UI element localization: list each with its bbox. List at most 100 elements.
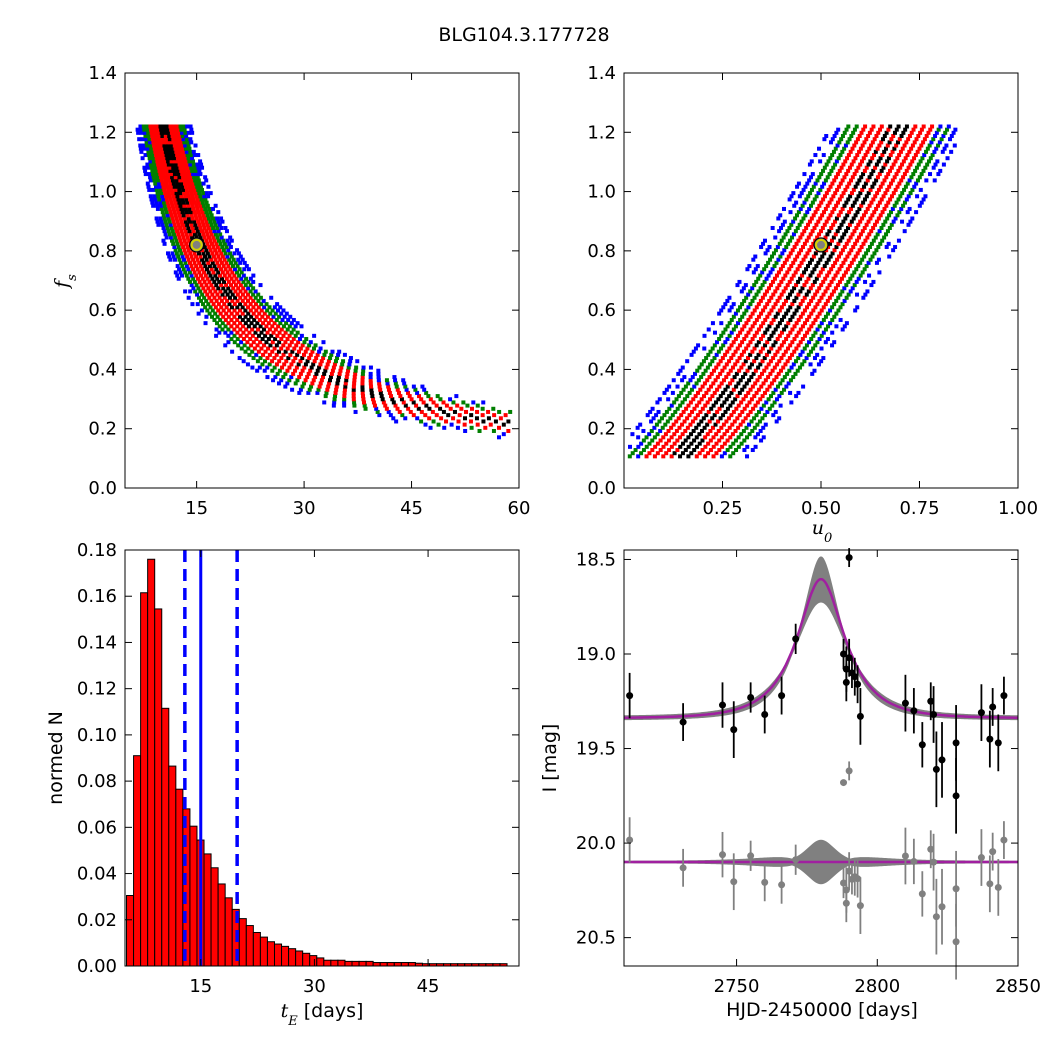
posterior-cell: [795, 184, 800, 189]
posterior-cell: [790, 352, 795, 357]
posterior-cell: [889, 194, 894, 199]
posterior-cell: [441, 409, 446, 414]
posterior-cell: [164, 165, 169, 170]
posterior-cell: [211, 235, 216, 240]
posterior-cell: [183, 270, 188, 275]
posterior-cell: [711, 435, 716, 440]
x-axis-label: tE [days]: [281, 1000, 364, 1029]
posterior-cell: [833, 162, 838, 167]
posterior-cell: [791, 362, 796, 367]
posterior-cell: [172, 257, 177, 262]
posterior-cell: [755, 400, 760, 405]
posterior-cell: [220, 321, 225, 326]
posterior-cell: [177, 267, 182, 272]
residual-point: [747, 852, 755, 860]
posterior-cell: [250, 365, 255, 370]
posterior-cell: [158, 124, 163, 129]
posterior-cell: [488, 422, 493, 427]
posterior-cell: [451, 400, 456, 405]
posterior-cell: [195, 184, 200, 189]
posterior-cell: [208, 210, 213, 215]
posterior-cell: [198, 235, 203, 240]
data-point: [840, 650, 848, 658]
posterior-cell: [259, 346, 264, 351]
posterior-cell: [813, 343, 818, 348]
posterior-cell: [227, 308, 232, 313]
posterior-cell: [647, 432, 652, 437]
posterior-cell: [156, 165, 161, 170]
posterior-cell: [856, 194, 861, 199]
posterior-cell: [182, 191, 187, 196]
posterior-cell: [219, 260, 224, 265]
posterior-cell: [210, 216, 215, 221]
posterior-cell: [804, 267, 809, 272]
posterior-cell: [835, 187, 840, 192]
posterior-cell: [332, 362, 337, 367]
posterior-cell: [852, 283, 857, 288]
posterior-cell: [885, 143, 890, 148]
posterior-cell: [309, 365, 314, 370]
posterior-cell: [321, 356, 326, 361]
posterior-cell: [770, 267, 775, 272]
posterior-cell: [840, 248, 845, 253]
posterior-cell: [151, 187, 156, 192]
posterior-cell: [768, 270, 773, 275]
posterior-cell: [153, 197, 158, 202]
posterior-cell: [861, 241, 866, 246]
posterior-cell: [170, 203, 175, 208]
posterior-cell: [822, 251, 827, 256]
posterior-cell: [822, 181, 827, 186]
posterior-cell: [186, 143, 191, 148]
posterior-cell: [817, 337, 822, 342]
posterior-cell: [185, 153, 190, 158]
posterior-cell: [696, 422, 701, 427]
posterior-cell: [816, 191, 821, 196]
posterior-cell: [188, 232, 193, 237]
posterior-cell: [475, 403, 480, 408]
posterior-cell: [191, 149, 196, 154]
posterior-cell: [199, 283, 204, 288]
histogram-bar: [372, 962, 381, 967]
posterior-cell: [159, 127, 164, 132]
posterior-cell: [806, 194, 811, 199]
data-point: [952, 739, 960, 747]
posterior-cell: [180, 264, 185, 269]
posterior-cell: [280, 317, 285, 322]
posterior-cell: [815, 178, 820, 183]
histogram-bar: [210, 867, 219, 967]
posterior-cell: [824, 191, 829, 196]
posterior-cell: [449, 422, 454, 427]
posterior-cell: [694, 425, 699, 430]
posterior-cell: [832, 134, 837, 139]
posterior-cell: [204, 210, 209, 215]
posterior-cell: [866, 191, 871, 196]
posterior-cell: [689, 441, 694, 446]
posterior-cell: [851, 257, 856, 262]
posterior-cell: [906, 137, 911, 142]
posterior-cell: [238, 321, 243, 326]
posterior-cell: [818, 159, 823, 164]
posterior-cell: [205, 308, 210, 313]
posterior-cell: [813, 210, 818, 215]
posterior-cell: [160, 210, 165, 215]
posterior-cell: [172, 172, 177, 177]
posterior-cell: [180, 134, 185, 139]
posterior-cell: [203, 264, 208, 269]
posterior-cell: [636, 444, 641, 449]
posterior-cell: [823, 276, 828, 281]
posterior-cell: [183, 251, 188, 256]
posterior-cell: [176, 172, 181, 177]
posterior-cell: [867, 273, 872, 278]
posterior-cell: [788, 251, 793, 256]
posterior-cell: [669, 444, 674, 449]
posterior-cell: [912, 184, 917, 189]
posterior-cell: [211, 206, 216, 211]
posterior-cell: [756, 302, 761, 307]
histogram-bar: [351, 960, 360, 967]
posterior-cell: [199, 229, 204, 234]
posterior-cell: [844, 283, 849, 288]
posterior-cell: [832, 248, 837, 253]
posterior-cell: [219, 235, 224, 240]
posterior-cell: [813, 330, 818, 335]
posterior-cell: [798, 302, 803, 307]
